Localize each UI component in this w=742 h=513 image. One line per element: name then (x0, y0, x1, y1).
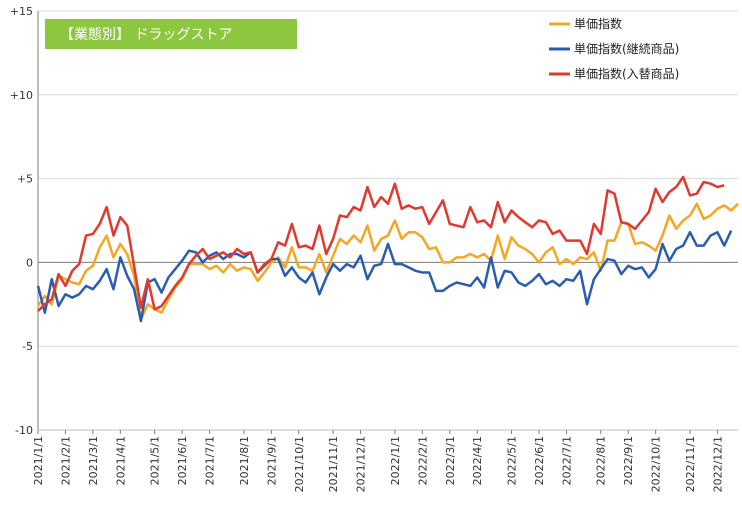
x-tick-label: 2021/12/1 (355, 436, 368, 492)
series-line-3 (37, 175, 725, 312)
y-tick-label: -5 (22, 340, 33, 353)
x-tick-label: 2022/1/1 (389, 436, 402, 485)
x-tick-label: 2022/6/1 (533, 436, 546, 485)
x-tick-label: 2022/12/1 (711, 436, 724, 492)
x-tick-label: 2021/8/1 (238, 436, 251, 485)
x-tick-label: 2021/5/1 (149, 436, 162, 485)
y-tick-label: -10 (15, 424, 33, 437)
y-tick-label: +10 (10, 89, 33, 102)
x-tick-label: 2021/6/1 (176, 436, 189, 485)
x-tick-label: 2021/10/1 (293, 436, 306, 492)
legend-label: 単価指数(入替商品) (574, 66, 679, 81)
x-tick-label: 2021/7/1 (204, 436, 217, 485)
x-tick-label: 2022/3/1 (444, 436, 457, 485)
x-tick-label: 2022/11/1 (684, 436, 697, 492)
x-tick-label: 2022/8/1 (595, 436, 608, 485)
x-tick-label: 2021/9/1 (265, 436, 278, 485)
x-tick-label: 2021/1/1 (32, 436, 45, 485)
x-tick-label: 2022/9/1 (622, 436, 635, 485)
series-line-2 (36, 230, 733, 323)
x-tick-label: 2022/10/1 (650, 436, 663, 492)
x-tick-label: 2022/2/1 (416, 436, 429, 485)
chart-title-box (45, 19, 297, 49)
x-tick-label: 2022/5/1 (506, 436, 519, 485)
x-tick-label: 2022/7/1 (560, 436, 573, 485)
y-tick-label: +15 (10, 5, 33, 18)
legend-label: 単価指数(継続商品) (574, 41, 679, 56)
x-tick-label: 2022/4/1 (471, 436, 484, 485)
x-tick-label: 2021/2/1 (59, 436, 72, 485)
y-tick-label: 0 (26, 256, 33, 269)
legend-label: 単価指数 (574, 16, 622, 31)
x-tick-label: 2021/4/1 (114, 436, 127, 485)
x-tick-label: 2021/3/1 (87, 436, 100, 485)
x-tick-label: 2021/11/1 (327, 436, 340, 492)
y-tick-label: +5 (17, 173, 33, 186)
chart-title: 【業態別】 ドラッグストア (60, 27, 232, 43)
